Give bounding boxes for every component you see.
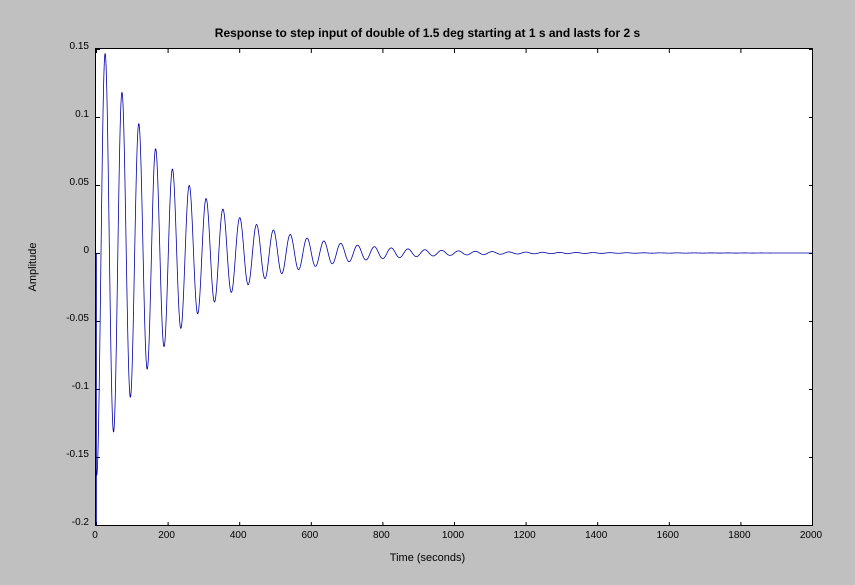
x-tick-label: 1200 — [510, 530, 540, 541]
y-tick-label: 0.1 — [75, 109, 89, 120]
chart-title: Response to step input of double of 1.5 … — [0, 26, 855, 40]
y-tick-label: -0.2 — [72, 517, 89, 528]
plot-svg — [96, 49, 814, 527]
x-tick-label: 1000 — [438, 530, 468, 541]
y-tick-label: 0 — [83, 245, 89, 256]
x-tick-label: 1600 — [653, 530, 683, 541]
x-tick-label: 400 — [223, 530, 253, 541]
x-tick-label: 600 — [295, 530, 325, 541]
y-tick-label: 0.15 — [70, 41, 89, 52]
x-tick-label: 1400 — [581, 530, 611, 541]
figure: Response to step input of double of 1.5 … — [0, 0, 855, 585]
y-axis-label: Amplitude — [27, 217, 39, 317]
x-tick-label: 200 — [152, 530, 182, 541]
y-tick-label: -0.15 — [66, 449, 89, 460]
y-tick-label: -0.05 — [66, 313, 89, 324]
y-tick-label: 0.05 — [70, 177, 89, 188]
plot-area — [95, 48, 813, 526]
series-line — [96, 54, 811, 525]
x-tick-label: 0 — [80, 530, 110, 541]
y-tick-label: -0.1 — [72, 381, 89, 392]
x-tick-label: 800 — [366, 530, 396, 541]
x-axis-label: Time (seconds) — [0, 552, 855, 564]
x-tick-label: 2000 — [796, 530, 826, 541]
x-tick-label: 1800 — [724, 530, 754, 541]
